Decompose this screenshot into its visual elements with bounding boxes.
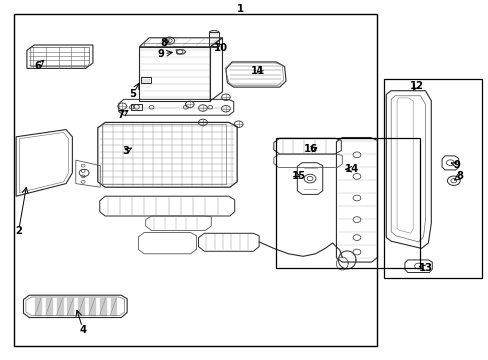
Text: 11: 11 [250,66,265,76]
Bar [276,138,419,268]
Bar [14,14,376,346]
Text: 9: 9 [453,160,460,170]
Text: 6: 6 [35,60,41,71]
Text: 5: 5 [129,89,136,99]
Text: 8: 8 [160,38,167,48]
Text: 7: 7 [118,110,124,120]
Text: 1: 1 [237,4,244,14]
Text: 14: 14 [344,164,359,174]
Text: 12: 12 [409,81,423,91]
Text: 8: 8 [455,171,462,181]
Text: 3: 3 [122,146,129,156]
Text: 15: 15 [292,171,305,181]
Text: 9: 9 [158,49,164,59]
Text: 10: 10 [214,42,227,53]
Text: 2: 2 [15,226,22,236]
Text: 16: 16 [303,144,317,154]
Bar [384,79,481,278]
Text: 4: 4 [80,325,86,335]
Text: 13: 13 [418,263,431,273]
